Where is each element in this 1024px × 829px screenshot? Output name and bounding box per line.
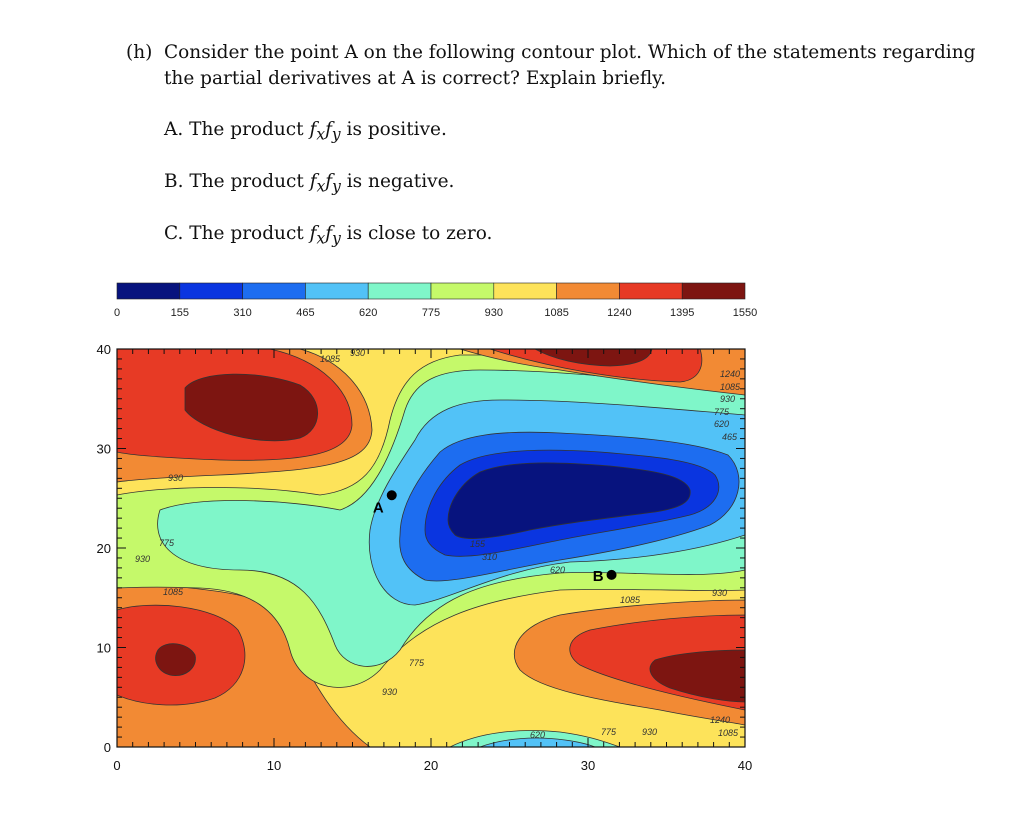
colorbar-tick-label: 465: [296, 307, 314, 319]
x-tick-label: 0: [113, 758, 120, 773]
y-tick-label: 0: [104, 740, 111, 755]
option-b-math: fxfy: [309, 171, 341, 196]
axis-tick-labels: 0 10 20 30 40 0 10 20 30 40: [97, 342, 753, 773]
contour-value-label: 155: [470, 539, 486, 549]
colorbar-tick-label: 155: [171, 307, 189, 319]
colorbar-tick-label: 1240: [607, 307, 631, 319]
contour-value-label: 930: [720, 394, 735, 404]
contour-band-465-620-bottom: [479, 737, 596, 747]
x-tick-label: 10: [267, 758, 281, 773]
option-c-label: C.: [164, 223, 184, 244]
contour-value-label: 775: [601, 727, 617, 737]
question-text: Consider the point A on the following co…: [164, 42, 976, 89]
colorbar: [116, 282, 746, 300]
contour-value-label: 930: [712, 588, 727, 598]
colorbar-swatch-4: [367, 282, 432, 300]
contour-figure: 0 155 310 465 620 775 930 1085 1240 1395 1550: [97, 282, 757, 773]
contour-value-label: 1240: [720, 369, 740, 379]
contour-value-label: 1085: [163, 587, 184, 597]
colorbar-swatch-3: [305, 282, 369, 300]
axis-ticks: [116, 348, 746, 748]
option-a-text-after: is positive.: [346, 119, 447, 140]
contour-value-label: 1085: [320, 354, 341, 364]
contour-value-label: 465: [722, 432, 738, 442]
contour-band-1395-1550-bottomleft: [155, 643, 196, 676]
option-c-text-after: is close to zero.: [346, 223, 493, 244]
point-a-label: A: [373, 499, 384, 516]
contour-fills: [117, 349, 745, 747]
colorbar-labels: 0 155 310 465 620 775 930 1085 1240 1395 1550: [114, 307, 757, 319]
contour-band-1395-1550-topright: [534, 349, 653, 367]
x-tick-label: 40: [738, 758, 752, 773]
contour-value-label: 310: [482, 552, 497, 562]
contour-value-label: 775: [159, 538, 175, 548]
option-a-text-before: The product: [189, 119, 304, 140]
colorbar-swatch-0: [116, 282, 181, 300]
contour-value-label: 930: [168, 473, 183, 483]
y-tick-label: 30: [97, 442, 111, 457]
option-c-math: fxfy: [309, 223, 341, 248]
point-b-marker: [606, 569, 617, 580]
y-tick-label: 40: [97, 342, 111, 357]
y-tick-label: 10: [97, 641, 111, 656]
option-c-text-before: The product: [189, 223, 304, 244]
contour-band-1395-1550-topleft: [184, 373, 319, 442]
x-tick-label: 20: [424, 758, 438, 773]
x-tick-label: 30: [581, 758, 595, 773]
colorbar-tick-label: 775: [422, 307, 440, 319]
option-b: B. The product fxfy is negative.: [164, 169, 454, 200]
contour-plot: 0 10 20 30 40 0 10 20 30 40 930 775 930 1085 775 930 62…: [97, 342, 753, 773]
colorbar-swatch-6: [493, 282, 557, 300]
option-b-text-after: is negative.: [346, 171, 455, 192]
option-a: A. The product fxfy is positive.: [164, 117, 447, 148]
contour-value-label: 930: [642, 727, 657, 737]
contour-value-label: 620: [714, 419, 729, 429]
option-b-text-before: The product: [189, 171, 304, 192]
contour-band-1395-1550-bottomright: [649, 649, 745, 703]
colorbar-tick-label: 1550: [733, 307, 757, 319]
colorbar-tick-label: 310: [233, 307, 251, 319]
contour-value-label: 930: [350, 348, 365, 358]
point-b-label: B: [593, 568, 604, 585]
contour-value-label: 930: [135, 554, 150, 564]
contour-value-label: 1085: [620, 595, 641, 605]
colorbar-swatch-8: [619, 282, 683, 300]
point-a-marker: [386, 490, 397, 501]
colorbar-tick-label: 1085: [544, 307, 568, 319]
contour-labels: 930 775 930 1085 775 930 620 775 930 1085 930 620 12…: [135, 348, 741, 740]
points: AB: [373, 490, 617, 585]
colorbar-tick-label: 620: [359, 307, 377, 319]
colorbar-swatch-7: [556, 282, 620, 300]
option-a-label: A.: [164, 119, 184, 140]
contour-value-label: 775: [714, 407, 730, 417]
colorbar-tick-label: 1395: [670, 307, 694, 319]
contour-value-label: 1085: [720, 382, 741, 392]
y-tick-label: 20: [97, 541, 111, 556]
colorbar-swatch-2: [242, 282, 306, 300]
question-label: (h): [126, 42, 153, 63]
colorbar-swatch-5: [430, 282, 495, 300]
contour-band-0-155: [447, 462, 691, 539]
option-b-label: B.: [164, 171, 184, 192]
contour-value-label: 775: [409, 658, 425, 668]
option-c: C. The product fxfy is close to zero.: [164, 221, 492, 252]
contour-value-label: 620: [550, 565, 565, 575]
contour-value-label: 1085: [718, 728, 739, 738]
option-a-math: fxfy: [309, 119, 341, 144]
contour-value-label: 1240: [710, 715, 730, 725]
contour-value-label: 930: [382, 687, 397, 697]
colorbar-tick-label: 0: [114, 307, 120, 319]
colorbar-tick-label: 930: [485, 307, 503, 319]
colorbar-swatch-1: [179, 282, 243, 300]
contour-value-label: 620: [530, 730, 545, 740]
colorbar-swatch-9: [681, 282, 746, 300]
